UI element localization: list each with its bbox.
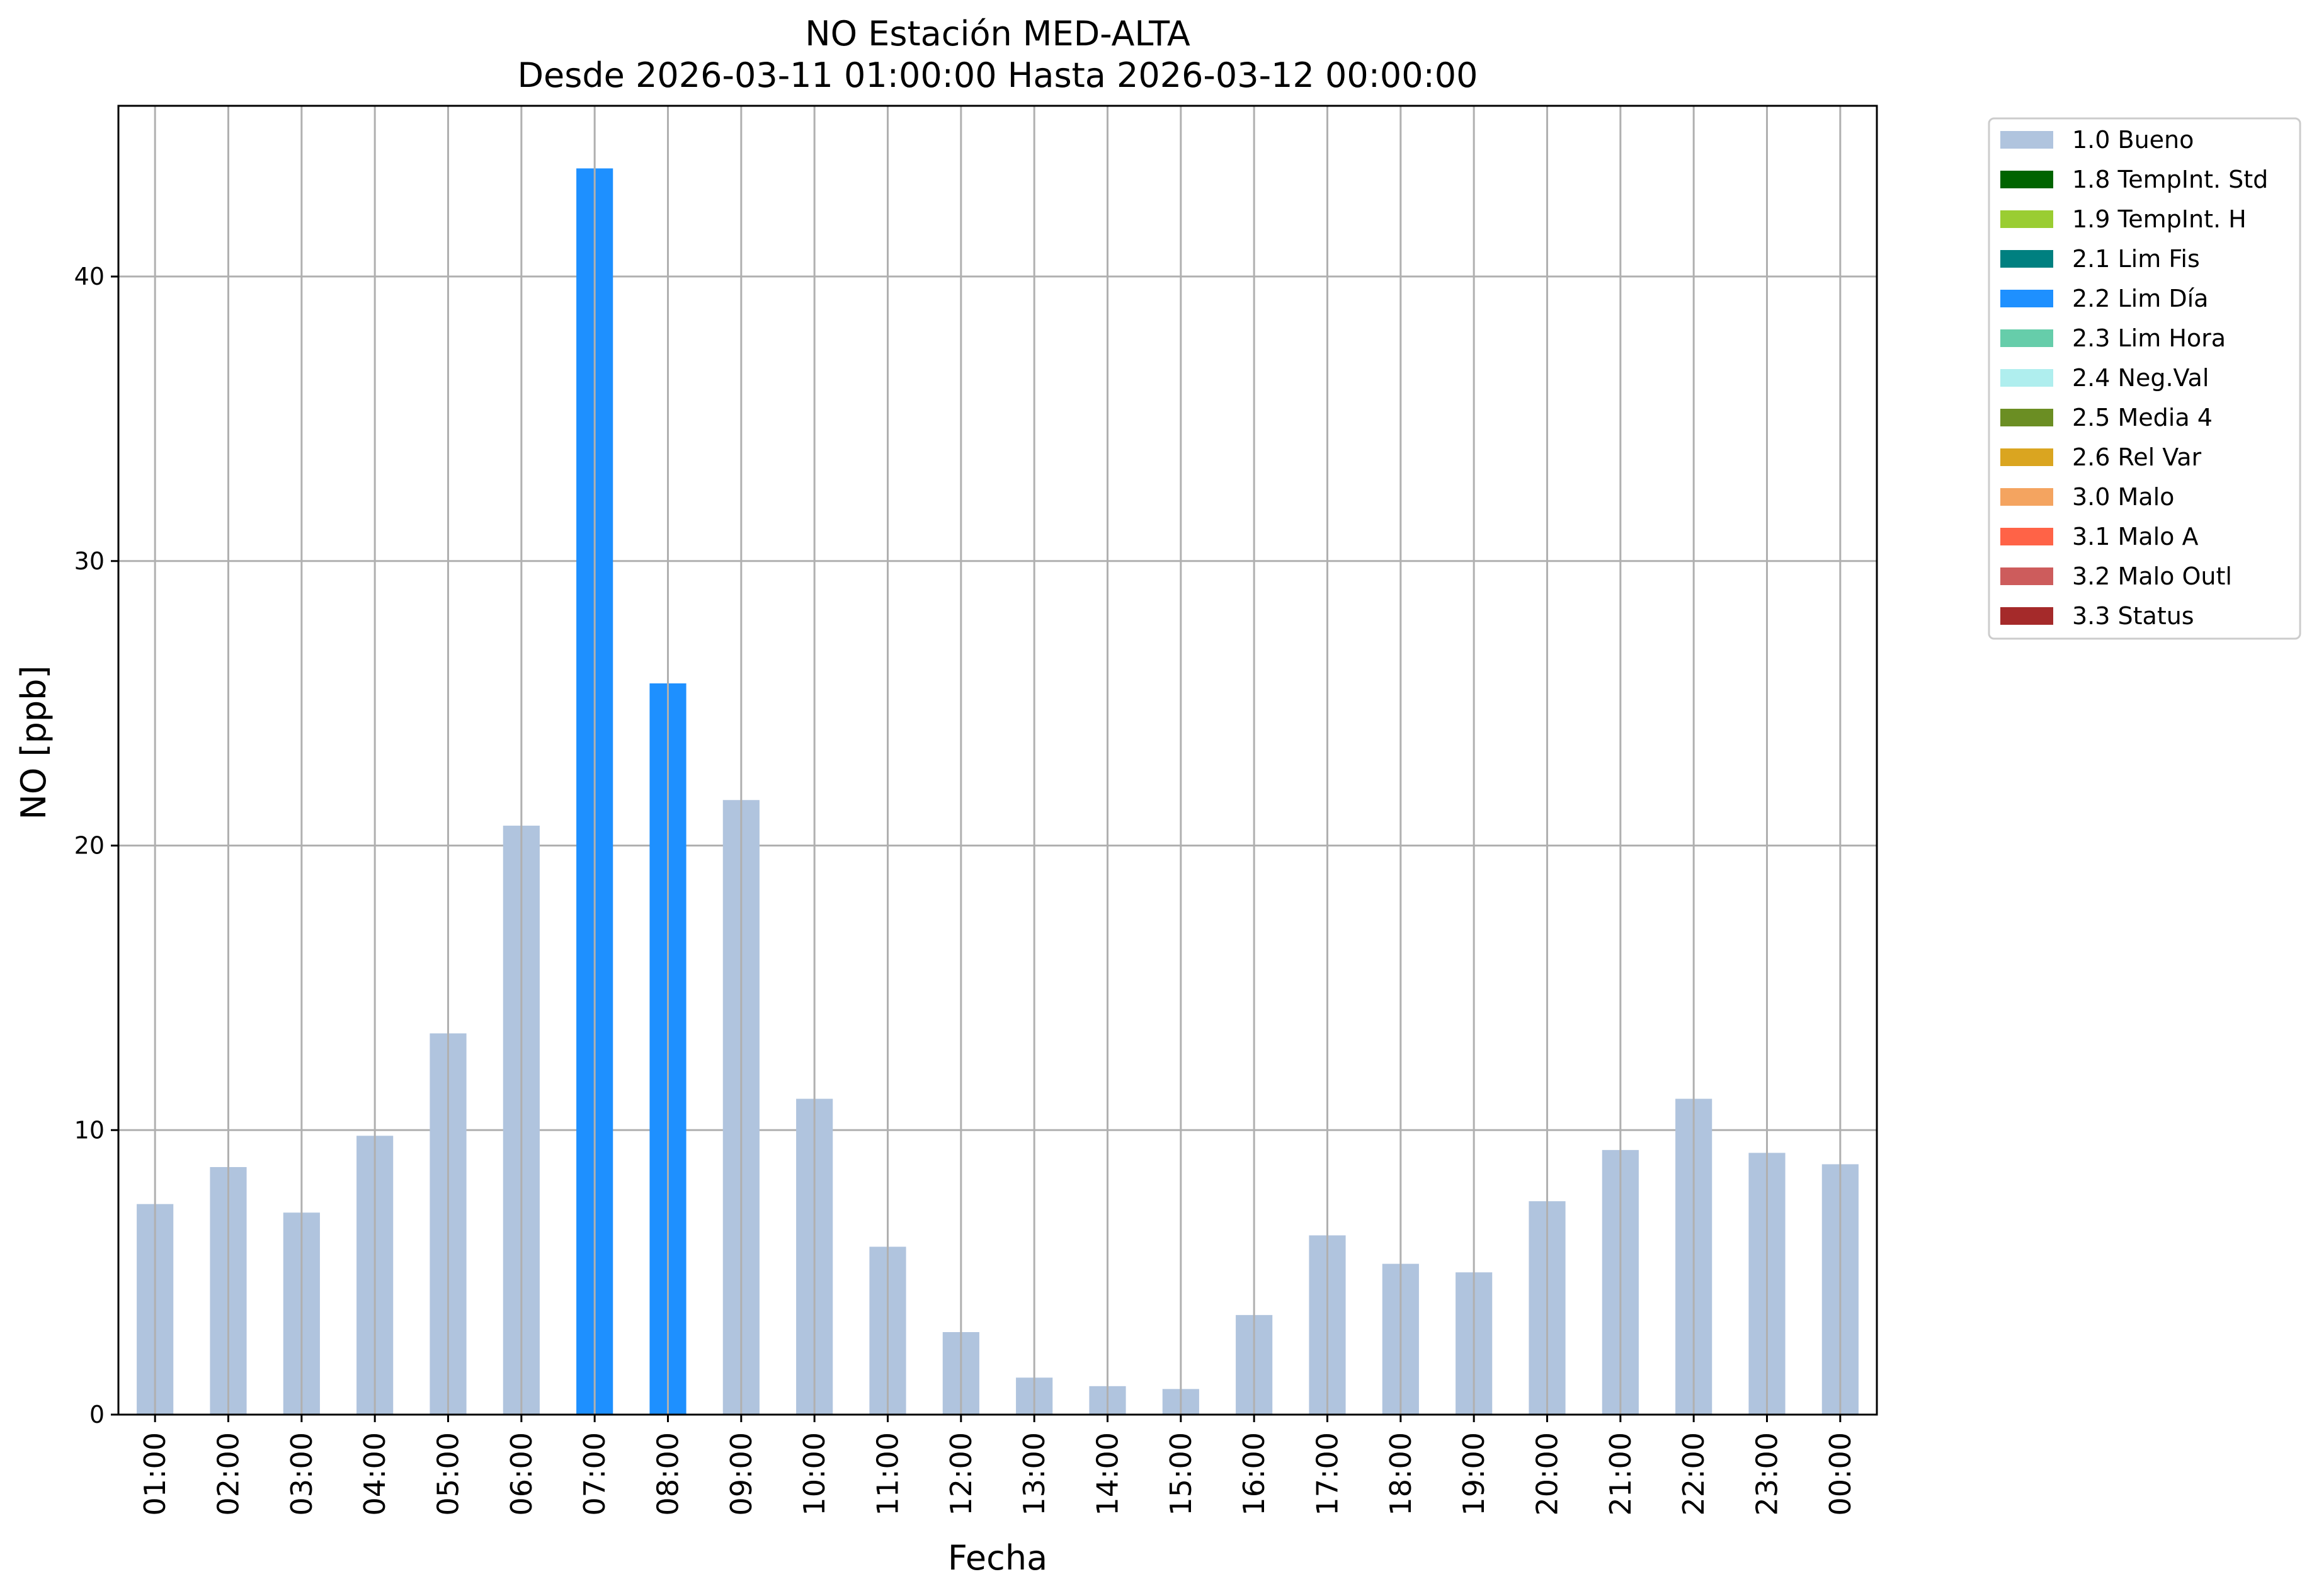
x-tick-label: 23:00 (1750, 1432, 1784, 1516)
legend: 1.0 Bueno 1.8 TempInt. Std 1.9 TempInt. H 2… (1988, 117, 2301, 640)
x-tick-label: 19:00 (1457, 1432, 1491, 1516)
legend-items: 1.0 Bueno 1.8 TempInt. Std 1.9 TempInt. H 2… (2000, 126, 2268, 630)
x-tick-label: 15:00 (1164, 1432, 1198, 1516)
legend-frame (1988, 117, 2301, 640)
legend-label: 1.8 TempInt. Std (2072, 166, 2268, 193)
legend-swatch (2000, 567, 2053, 585)
x-tick-label: 08:00 (651, 1432, 685, 1516)
y-tick-label: 20 (74, 832, 105, 860)
legend-swatch (2000, 448, 2053, 466)
x-tick-label: 13:00 (1017, 1432, 1051, 1516)
legend-label: 1.0 Bueno (2072, 126, 2194, 154)
x-tick-label: 22:00 (1677, 1432, 1711, 1516)
x-tick-label: 17:00 (1311, 1432, 1345, 1516)
legend-swatch (2000, 171, 2053, 188)
legend-swatch (2000, 607, 2053, 625)
x-tick-label: 09:00 (724, 1432, 758, 1516)
x-tick-label: 21:00 (1604, 1432, 1638, 1516)
y-axis-ticks: 0 10 20 30 40 (74, 263, 118, 1428)
y-axis-label: NO [ppb] (14, 665, 54, 819)
x-tick-label: 07:00 (578, 1432, 612, 1516)
legend-label: 2.4 Neg.Val (2072, 364, 2209, 392)
x-axis-label: Fecha (948, 1538, 1047, 1578)
legend-label: 2.6 Rel Var (2072, 443, 2202, 471)
x-tick-label: 03:00 (285, 1432, 319, 1516)
legend-label: 3.1 Malo A (2072, 523, 2198, 550)
x-tick-label: 12:00 (944, 1432, 978, 1516)
legend-swatch (2000, 409, 2053, 426)
x-tick-label: 10:00 (797, 1432, 831, 1516)
x-tick-label: 16:00 (1237, 1432, 1271, 1516)
legend-swatch (2000, 290, 2053, 307)
legend-label: 1.9 TempInt. H (2072, 205, 2247, 233)
x-tick-label: 02:00 (212, 1432, 246, 1516)
legend-swatch (2000, 131, 2053, 149)
y-tick-label: 10 (74, 1116, 105, 1144)
legend-label: 3.2 Malo Outl (2072, 562, 2232, 590)
x-tick-label: 18:00 (1384, 1432, 1418, 1516)
x-tick-label: 04:00 (358, 1432, 392, 1516)
legend-swatch (2000, 329, 2053, 347)
x-tick-label: 14:00 (1091, 1432, 1125, 1516)
plot-area-frame (117, 105, 1878, 1416)
chart-title-line1: NO Estación MED-ALTA (805, 14, 1190, 54)
legend-swatch (2000, 488, 2053, 506)
x-tick-label: 06:00 (504, 1432, 538, 1516)
y-tick-label: 0 (89, 1401, 105, 1428)
x-grid-lines (154, 106, 1842, 1415)
legend-label: 2.2 Lim Día (2072, 285, 2208, 312)
y-tick-label: 30 (74, 547, 105, 575)
legend-swatch (2000, 369, 2053, 387)
x-tick-label: 11:00 (871, 1432, 905, 1516)
legend-label: 2.3 Lim Hora (2072, 324, 2226, 352)
legend-label: 2.1 Lim Fis (2072, 245, 2200, 273)
legend-swatch (2000, 528, 2053, 545)
legend-label: 2.5 Media 4 (2072, 404, 2213, 431)
legend-swatch (2000, 250, 2053, 268)
x-tick-label: 01:00 (138, 1432, 172, 1516)
y-tick-label: 40 (74, 263, 105, 290)
x-tick-label: 00:00 (1823, 1432, 1857, 1516)
legend-label: 3.3 Status (2072, 602, 2194, 630)
x-tick-label: 20:00 (1530, 1432, 1564, 1516)
x-tick-label: 05:00 (431, 1432, 465, 1516)
legend-swatch (2000, 210, 2053, 228)
x-axis-ticks: 01:00 02:00 03:00 04:00 05:00 06:00 07:00 08:00… (138, 1415, 1857, 1516)
legend-label: 3.0 Malo (2072, 483, 2174, 511)
chart-title-line2: Desde 2026-03-11 01:00:00 Hasta 2026-03-… (517, 55, 1478, 95)
